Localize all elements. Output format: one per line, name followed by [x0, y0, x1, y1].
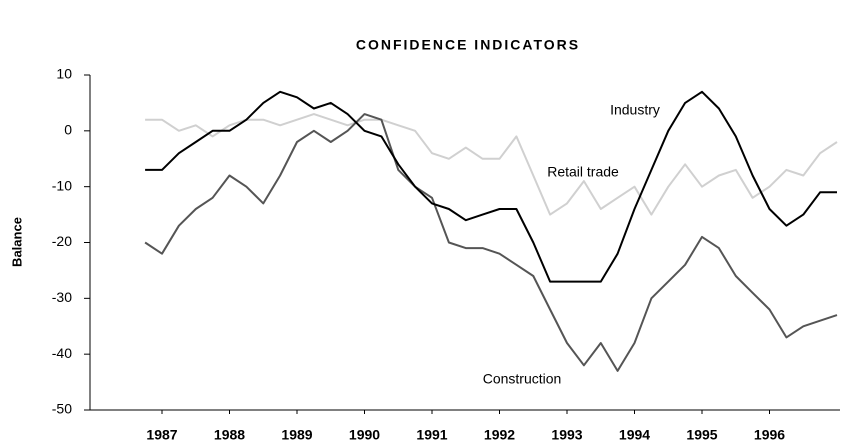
x-tick-label: 1991	[416, 427, 447, 443]
y-tick-label: -40	[52, 345, 72, 361]
series-line	[145, 90, 837, 283]
series-label: Retail trade	[547, 164, 619, 180]
x-tick-label: 1990	[349, 427, 380, 443]
y-tick-label: -30	[52, 289, 72, 305]
x-tick-label: 1996	[754, 427, 785, 443]
x-tick-label: 1989	[281, 427, 312, 443]
y-tick-label: 0	[64, 122, 72, 138]
series-label: Industry	[610, 102, 660, 118]
y-tick-label: -50	[52, 401, 72, 417]
series-label: Construction	[483, 371, 562, 387]
y-tick-label: 10	[56, 66, 72, 82]
series-line	[144, 113, 838, 372]
x-tick-label: 1992	[484, 427, 515, 443]
chart-title: CONFIDENCE INDICATORS	[356, 37, 580, 53]
y-tick-label: -10	[52, 177, 72, 193]
x-tick-label: 1993	[551, 427, 582, 443]
x-tick-label: 1995	[686, 427, 717, 443]
x-tick-label: 1988	[214, 427, 245, 443]
y-tick-label: -20	[52, 233, 72, 249]
x-tick-label: 1994	[619, 427, 650, 443]
y-axis-label: Balance	[9, 217, 24, 267]
x-tick-label: 1987	[146, 427, 177, 443]
series-line	[145, 113, 838, 216]
